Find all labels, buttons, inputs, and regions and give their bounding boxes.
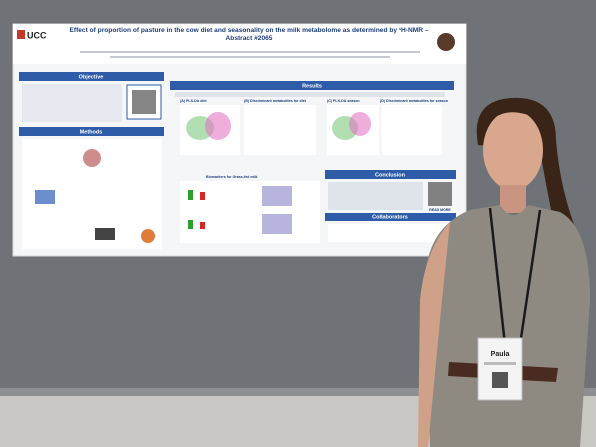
badge-line	[484, 362, 516, 365]
plot	[180, 181, 320, 243]
logo: UCC	[27, 30, 47, 40]
qr-code	[428, 182, 452, 206]
affiliation-line	[110, 56, 390, 58]
section-title: Results	[302, 83, 322, 89]
logo-crest	[17, 30, 25, 39]
plot-box	[188, 220, 193, 229]
wall-base	[0, 388, 596, 396]
section-title: Methods	[80, 129, 103, 135]
arm	[418, 222, 450, 447]
panel-title: (D) Discriminant metabolites for season	[380, 99, 448, 103]
authors-line	[80, 51, 420, 53]
hair-top	[482, 106, 540, 132]
plot-box	[200, 192, 205, 200]
qr-pattern	[132, 90, 156, 114]
text-block	[175, 92, 445, 97]
neck	[500, 185, 526, 213]
person: Paula	[418, 97, 590, 447]
plot-box	[200, 222, 205, 229]
section-bar	[170, 81, 454, 90]
plot-cluster	[349, 112, 371, 136]
section-bar	[325, 213, 456, 221]
poster: UCC Effect of proportion of pasture in t…	[12, 23, 467, 257]
plot-box	[262, 186, 292, 206]
plot-box	[188, 190, 193, 200]
poster-title: Effect of proportion of pasture in the c…	[69, 27, 429, 42]
icon	[35, 190, 55, 204]
plot-box	[262, 214, 292, 234]
icon	[95, 228, 115, 240]
panel-title: Biomarkers for Grass-fed milk	[206, 175, 258, 179]
badge	[477, 337, 523, 401]
face	[483, 110, 543, 190]
section-title: Conclusion	[375, 172, 406, 178]
icon	[83, 149, 101, 167]
icon	[141, 229, 155, 243]
logo-strip	[328, 224, 453, 242]
dress	[424, 205, 590, 447]
panel-title: (A) PLS-DA diet	[180, 99, 207, 103]
section-bar	[19, 127, 164, 136]
section-bar	[19, 72, 164, 81]
text-block	[328, 182, 423, 210]
plot	[244, 105, 316, 155]
section-title: Objective	[79, 74, 104, 80]
lanyard	[488, 207, 542, 346]
title-box: Effect of proportion of pasture in the c…	[69, 27, 429, 42]
panel-title: (B) Discriminant metabolites for diet	[244, 99, 307, 103]
read-more: READ MORE	[429, 208, 451, 212]
badge-qr	[492, 372, 508, 388]
section-title: Collaborators	[372, 214, 408, 220]
section-bar	[325, 170, 456, 179]
plot-cluster	[205, 112, 231, 140]
text-block	[22, 84, 122, 122]
badge-name: Paula	[491, 351, 510, 358]
presenter-photo	[437, 33, 455, 51]
plot	[382, 105, 442, 155]
panel-title: (C) PLS-DA season	[327, 99, 360, 103]
